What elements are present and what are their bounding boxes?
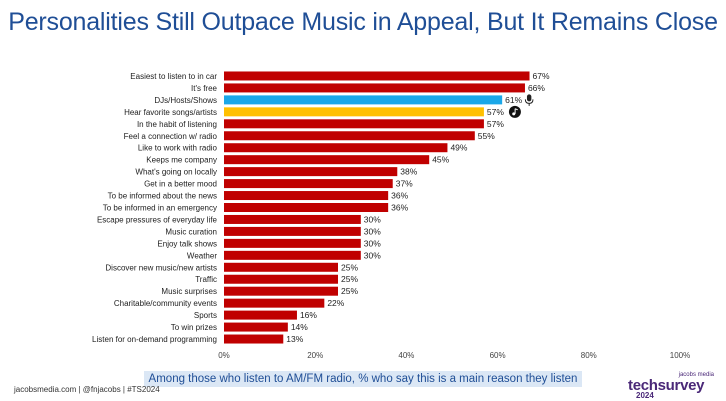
- footer-credits: jacobsmedia.com | @fnjacobs | #TS2024: [14, 385, 160, 394]
- bar: [224, 83, 525, 93]
- category-label: Like to work with radio: [138, 144, 218, 153]
- bar: [224, 334, 284, 344]
- bar: [224, 262, 338, 272]
- bars-group: [224, 71, 530, 344]
- value-label: 67%: [533, 71, 550, 81]
- bar: [224, 155, 430, 165]
- x-axis: 0% 20% 40% 60% 80% 100%: [218, 351, 690, 360]
- value-label: 30%: [364, 250, 381, 260]
- value-label: 16%: [300, 310, 317, 320]
- value-label: 30%: [364, 238, 381, 248]
- category-label: Enjoy talk shows: [157, 239, 217, 248]
- bar: [224, 191, 389, 201]
- value-label: 61%: [505, 95, 522, 105]
- category-label: Weather: [187, 251, 217, 260]
- value-label: 37%: [396, 179, 413, 189]
- category-label: Keeps me company: [146, 156, 217, 165]
- techsurvey-logo: jacobs media techsurvey 2024: [628, 371, 720, 400]
- value-label: 25%: [341, 274, 358, 284]
- bar: [224, 95, 503, 105]
- category-label: What's going on locally: [135, 168, 217, 177]
- value-label: 22%: [327, 298, 344, 308]
- bar: [224, 250, 361, 260]
- category-label: Music curation: [165, 227, 217, 236]
- value-label: 30%: [364, 214, 381, 224]
- value-label: 57%: [487, 119, 504, 129]
- logo-year: 2024: [636, 391, 654, 400]
- value-label: 25%: [341, 286, 358, 296]
- value-label: 36%: [391, 191, 408, 201]
- category-labels: Easiest to listen to in car It's free DJs/…: [92, 72, 218, 344]
- category-label: Charitable/community events: [114, 299, 217, 308]
- bar: [224, 167, 398, 177]
- category-label: Sports: [194, 311, 217, 320]
- logo-main-text: techsurvey: [628, 377, 705, 394]
- music-note-icon: [508, 105, 521, 118]
- chart-subtitle: Among those who listen to AM/FM radio, %…: [143, 371, 583, 387]
- category-label: DJs/Hosts/Shows: [154, 96, 217, 105]
- category-label: Hear favorite songs/artists: [124, 108, 217, 117]
- value-label: 57%: [487, 107, 504, 117]
- bar: [224, 310, 297, 320]
- category-label: Listen for on-demand programming: [92, 335, 217, 344]
- bar: [224, 119, 484, 129]
- value-label: 30%: [364, 226, 381, 236]
- category-label: Get in a better mood: [144, 180, 217, 189]
- value-label: 55%: [478, 131, 495, 141]
- category-label: Discover new music/new artists: [105, 263, 217, 272]
- x-tick-label: 100%: [670, 351, 690, 360]
- category-label: Escape pressures of everyday life: [97, 215, 218, 224]
- bar: [224, 107, 484, 117]
- value-label: 49%: [450, 143, 467, 153]
- category-label: To be informed about the news: [108, 192, 217, 201]
- x-tick-label: 60%: [490, 351, 506, 360]
- microphone-icon: [524, 94, 534, 106]
- bar: [224, 238, 361, 248]
- x-tick-label: 80%: [581, 351, 597, 360]
- value-label: 38%: [400, 167, 417, 177]
- bar: [224, 203, 389, 212]
- bar: [224, 131, 475, 141]
- x-tick-label: 0%: [218, 351, 230, 360]
- value-label: 36%: [391, 203, 408, 213]
- bar: [224, 226, 361, 236]
- category-label: It's free: [191, 84, 218, 93]
- chart-title: Personalities Still Outpace Music in App…: [8, 8, 718, 36]
- bar: [224, 286, 338, 296]
- value-label: 14%: [291, 322, 308, 332]
- bar: [224, 143, 448, 153]
- value-label: 66%: [528, 83, 545, 93]
- bar: [224, 179, 393, 189]
- category-label: Feel a connection w/ radio: [124, 132, 218, 141]
- logo-small-text: jacobs media: [678, 372, 714, 378]
- bar-icons: [508, 94, 534, 118]
- bar: [224, 214, 361, 224]
- category-label: To win prizes: [171, 323, 217, 332]
- bar: [224, 71, 530, 81]
- bar: [224, 298, 325, 308]
- value-label: 25%: [341, 262, 358, 272]
- value-labels: 67%66%61%57%57%55%49%45%38%37%36%36%30%3…: [286, 71, 550, 344]
- value-label: 13%: [286, 334, 303, 344]
- bar: [224, 274, 338, 284]
- category-label: In the habit of listening: [137, 120, 217, 129]
- category-label: Traffic: [195, 275, 217, 284]
- value-label: 45%: [432, 155, 449, 165]
- category-label: Easiest to listen to in car: [130, 72, 217, 81]
- category-label: To be informed in an emergency: [103, 204, 217, 213]
- category-label: Music surprises: [161, 287, 217, 296]
- x-tick-label: 20%: [307, 351, 323, 360]
- x-tick-label: 40%: [398, 351, 414, 360]
- bar: [224, 322, 288, 332]
